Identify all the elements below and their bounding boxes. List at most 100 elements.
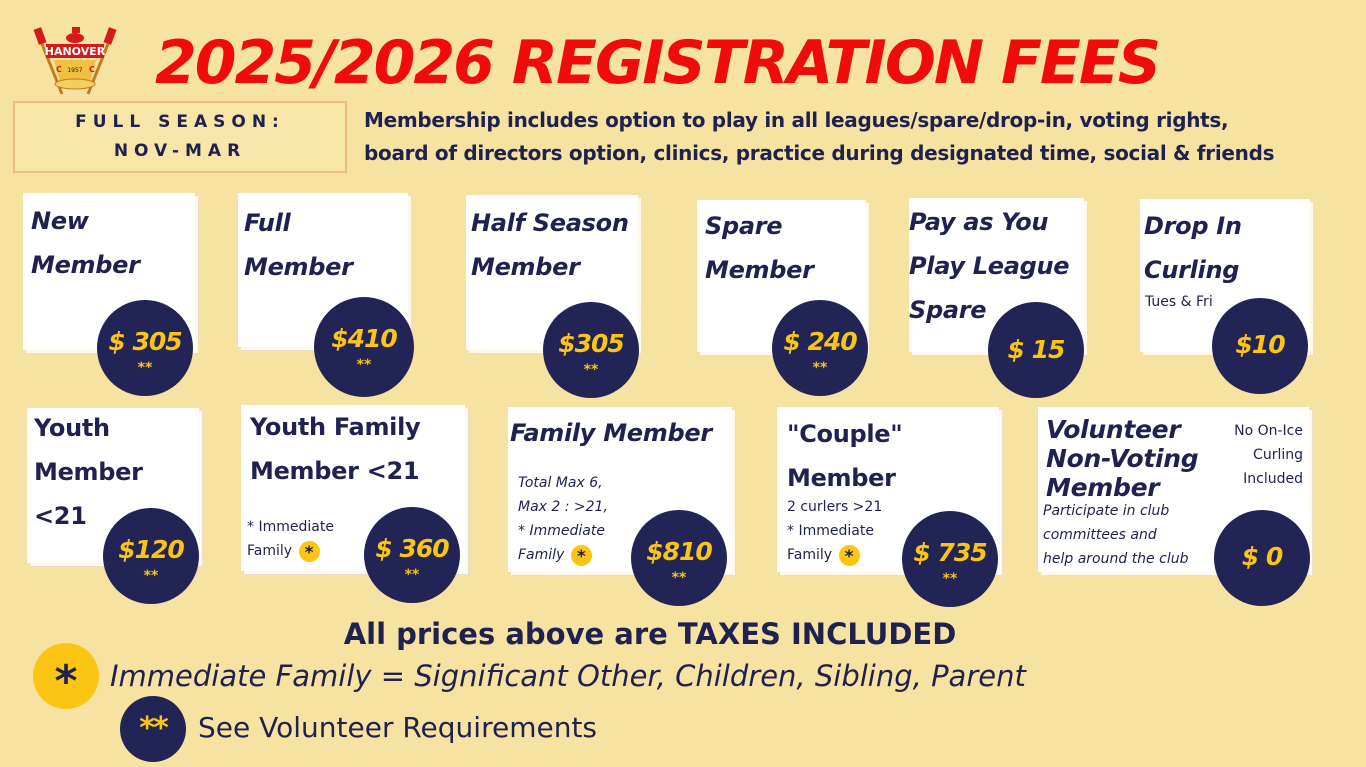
card-title-line: Non-Voting (1046, 444, 1199, 473)
card-subtitle-line: Participate in club (1043, 503, 1170, 519)
membership-line-2: board of directors option, clinics, prac… (364, 141, 1275, 165)
volunteer-stars: ** (812, 360, 828, 376)
price-spare-member: $ 240 ** (772, 300, 868, 396)
card-subtitle-text: Family (518, 547, 565, 563)
card-title-line: Member <21 (250, 457, 420, 485)
card-title: Pay as You Play League Spare (909, 200, 1070, 332)
card-title: Family Member (510, 411, 712, 455)
price-pay-as-you-play: $ 15 (988, 302, 1084, 398)
volunteer-stars: ** (137, 360, 153, 376)
card-title-line: New (31, 207, 89, 235)
asterisk-badge: * (570, 544, 592, 567)
volunteer-stars: ** (583, 362, 599, 378)
card-title: Youth Family Member <21 (250, 405, 421, 493)
price-amount: $ 735 (913, 538, 987, 567)
page-title: 2025/2026 REGISTRATION FEES (155, 28, 1161, 98)
club-logo: HANOVER C C 1957 (32, 24, 118, 98)
card-title-line: Youth Family (250, 413, 421, 441)
card-subtitle: Participate in club committees and help … (1043, 499, 1188, 571)
card-title: Youth Member <21 (34, 406, 143, 538)
membership-line-1: Membership includes option to play in al… (364, 108, 1229, 132)
card-pay-as-you-play: Pay as You Play League Spare (909, 198, 1084, 352)
double-asterisk-legend-icon: ** (120, 696, 186, 762)
volunteer-stars: ** (404, 567, 420, 583)
price-amount: $410 (331, 324, 398, 353)
card-title-line: Drop In (1144, 212, 1242, 240)
season-line-2: NOV-MAR (113, 141, 247, 161)
card-subtitle-line: Total Max 6, (518, 475, 603, 491)
card-title-line: Member (1046, 473, 1160, 502)
card-title-line: Member (34, 458, 143, 486)
card-subtitle: Tues & Fri (1145, 294, 1213, 310)
asterisk-legend-icon: * (33, 643, 99, 709)
price-amount: $ 0 (1241, 542, 1284, 571)
card-note-line: No On-Ice (1234, 423, 1303, 439)
price-amount: $810 (646, 537, 713, 566)
card-title-line: Spare (705, 212, 783, 240)
season-line-1: FULL SEASON: (75, 112, 285, 132)
card-subtitle-line: Family * (247, 539, 334, 563)
card-title-line: Member (31, 251, 140, 279)
volunteer-stars: ** (143, 568, 159, 584)
card-title-line: Spare (909, 296, 987, 324)
card-title: "Couple" Member (787, 412, 903, 500)
card-title-line: Pay as You (909, 208, 1049, 236)
logo-year: 1957 (67, 67, 82, 74)
double-asterisk-legend-text: See Volunteer Requirements (198, 711, 598, 744)
card-title-line: Play League (909, 252, 1070, 280)
price-half-season-member: $305 ** (543, 302, 639, 398)
card-title: New Member (31, 199, 140, 287)
card-subtitle: Total Max 6, Max 2 : >21, * Immediate Fa… (518, 471, 608, 567)
logo-c1: C (56, 65, 62, 74)
price-drop-in-curling: $10 (1212, 298, 1308, 394)
card-title-line: Family Member (510, 419, 712, 447)
season-box: FULL SEASON: NOV-MAR (13, 101, 347, 173)
taxes-note: All prices above are TAXES INCLUDED (343, 617, 957, 651)
card-title-line: Member (787, 464, 896, 492)
price-amount: $ 360 (375, 534, 449, 563)
card-subtitle-line: * Immediate (518, 523, 605, 539)
card-title-line: Member (471, 253, 580, 281)
card-title-line: <21 (34, 502, 87, 530)
price-amount: $305 (558, 329, 625, 358)
membership-description: Membership includes option to play in al… (364, 104, 1354, 170)
card-volunteer-member: Volunteer Non-Voting Member No On-Ice Cu… (1038, 407, 1309, 572)
price-amount: $10 (1235, 330, 1285, 359)
card-title: Full Member (244, 201, 353, 289)
price-youth-family-member: $ 360 ** (364, 507, 460, 603)
card-title: Drop In Curling (1144, 204, 1242, 292)
card-subtitle-line: committees and (1043, 527, 1157, 543)
card-title: Half Season Member (471, 201, 629, 289)
card-title: Volunteer Non-Voting Member (1046, 415, 1199, 502)
card-note-line: Included (1243, 471, 1303, 487)
volunteer-stars: ** (356, 357, 372, 373)
card-title-line: Volunteer (1046, 415, 1181, 444)
card-title: Spare Member (705, 204, 814, 292)
card-family-member: Family Member Total Max 6, Max 2 : >21, … (508, 407, 732, 572)
card-title-line: Curling (1144, 256, 1240, 284)
volunteer-stars: ** (671, 570, 687, 586)
card-subtitle-text: Family (247, 543, 293, 559)
card-subtitle-line: Family * (518, 543, 608, 567)
price-full-member: $410 ** (314, 297, 414, 397)
price-volunteer-member: $ 0 (1214, 510, 1310, 606)
volunteer-stars: ** (942, 571, 958, 587)
price-family-member: $810 ** (631, 510, 727, 606)
asterisk-badge: * (838, 544, 860, 567)
card-subtitle-line: 2 curlers >21 (787, 499, 883, 515)
card-subtitle-line: Family * (787, 543, 882, 567)
card-subtitle-text: Family (787, 547, 833, 563)
card-title-line: Full (244, 209, 291, 237)
card-note: No On-Ice Curling Included (1234, 419, 1303, 491)
price-amount: $120 (118, 535, 185, 564)
card-subtitle-line: help around the club (1043, 551, 1189, 567)
logo-text: HANOVER (45, 45, 106, 58)
logo-c2: C (89, 65, 95, 74)
price-new-member: $ 305 ** (97, 300, 193, 396)
card-title-line: Youth (34, 414, 110, 442)
card-subtitle-line: * Immediate (247, 519, 334, 535)
price-amount: $ 240 (783, 327, 857, 356)
price-youth-member: $120 ** (103, 508, 199, 604)
card-title-line: "Couple" (787, 420, 903, 448)
price-amount: $ 15 (1007, 335, 1066, 364)
